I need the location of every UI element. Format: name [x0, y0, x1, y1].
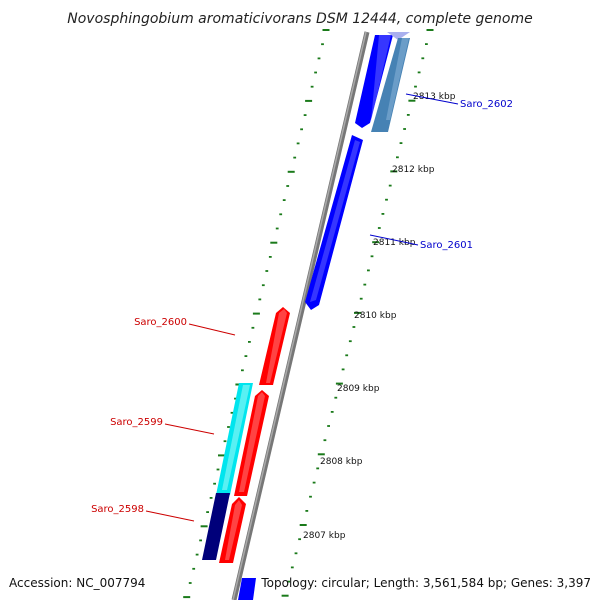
leader-line: [188, 323, 236, 336]
cds-arrow-shade: [222, 385, 250, 490]
scale-label: 2808 kbp: [320, 457, 363, 467]
accession-text: Accession: NC_007794: [9, 576, 145, 590]
gene-label-saro-2601[interactable]: Saro_2601: [420, 240, 473, 251]
scale-label: 2807 kbp: [303, 531, 346, 541]
topology-text: Topology: circular; Length: 3,561,584 bp…: [260, 576, 591, 590]
tick-tracks: [183, 29, 434, 599]
forward-genes: [238, 32, 410, 600]
gene-labels: Saro_2602 Saro_2601 Saro_2600 Saro_2599 …: [91, 93, 513, 522]
scale-label: 2810 kbp: [354, 311, 397, 321]
cds-arrow[interactable]: [387, 32, 410, 40]
cds-arrow-shade: [371, 35, 391, 121]
leader-line: [164, 423, 215, 435]
cds-arrow-shade: [310, 140, 360, 302]
cds-arrow-shade: [239, 392, 265, 492]
cds-arrow-shade: [225, 500, 242, 560]
scale-label: 2811 kbp: [373, 238, 416, 248]
gene-label-saro-2598[interactable]: Saro_2598: [91, 504, 144, 515]
scale-label: 2813 kbp: [413, 92, 456, 102]
genome-backbone: [231, 31, 370, 600]
cds-arrow-shade: [386, 38, 409, 120]
scale-label: 2809 kbp: [337, 384, 380, 394]
leader-line: [405, 93, 459, 105]
gene-label-saro-2602[interactable]: Saro_2602: [460, 99, 513, 110]
genome-backbone-highlight: [232, 31, 367, 600]
map-title: Novosphingobium aromaticivorans DSM 1244…: [67, 11, 532, 27]
leader-line: [369, 234, 419, 246]
cds-arrow[interactable]: [238, 578, 256, 600]
cds-arrow[interactable]: [202, 493, 230, 560]
cds-arrow-shade: [266, 309, 287, 383]
scale-labels: 2813 kbp 2812 kbp 2811 kbp 2810 kbp 2809…: [303, 92, 456, 541]
reverse-genes: [202, 307, 290, 563]
gene-label-saro-2599[interactable]: Saro_2599: [110, 417, 163, 428]
scale-label: 2812 kbp: [392, 165, 435, 175]
gene-label-saro-2600[interactable]: Saro_2600: [134, 317, 187, 328]
leader-line: [145, 510, 195, 522]
